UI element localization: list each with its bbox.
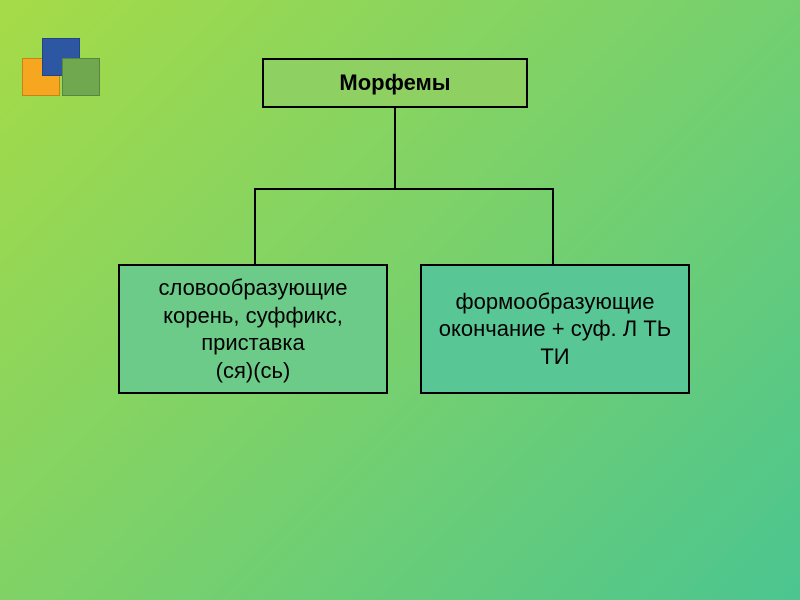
root-box: Морфемы xyxy=(262,58,528,108)
root-label: Морфемы xyxy=(339,69,450,97)
connector-crossbar xyxy=(254,188,554,190)
connector-left-drop xyxy=(254,188,256,264)
child-label-1: формообразующиеокончание + суф. Л ТЬ ТИ xyxy=(432,288,678,371)
connector-right-drop xyxy=(552,188,554,264)
logo-square-green xyxy=(62,58,100,96)
connector-trunk xyxy=(394,108,396,190)
child-label-0: словообразующиекорень, суффикс, приставк… xyxy=(130,274,376,384)
child-box-1: формообразующиеокончание + суф. Л ТЬ ТИ xyxy=(420,264,690,394)
slide: Морфемы словообразующиекорень, суффикс, … xyxy=(0,0,800,600)
child-box-0: словообразующиекорень, суффикс, приставк… xyxy=(118,264,388,394)
